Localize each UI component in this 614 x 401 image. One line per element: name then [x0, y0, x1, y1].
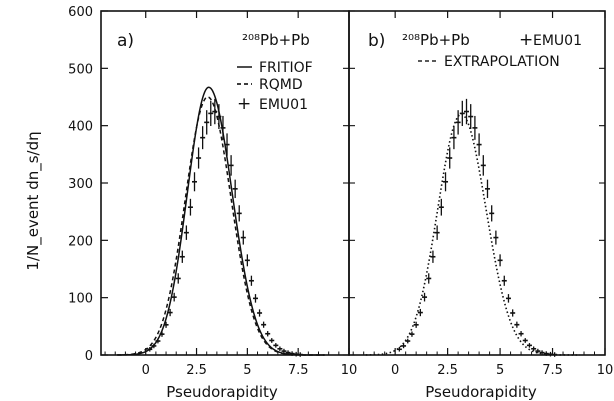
- panel-a-rqmd-line: [117, 96, 325, 356]
- x-axis-label-a: Pseudorapidity: [166, 383, 278, 401]
- panel-a-x-tick-label: 10: [341, 363, 358, 378]
- legend-b-title: ²⁰⁸Pb+Pb: [402, 31, 470, 49]
- panel-a-x-tick-label: 5: [243, 363, 251, 378]
- panel-b-x-tick-label: 10: [597, 363, 614, 378]
- panel-b-label: b): [368, 31, 385, 51]
- legend-a-title: ²⁰⁸Pb+Pb: [242, 31, 310, 49]
- panel-a-y-tick-label: 600: [68, 5, 93, 20]
- panel-b-x-tick-label: 7.5: [542, 363, 563, 378]
- panel-a-y-tick-label: 100: [68, 292, 93, 307]
- panel-a-x-tick-label: 7.5: [288, 363, 309, 378]
- legend-b-extrapolation-label: EXTRAPOLATION: [444, 54, 560, 70]
- panel-b-x-tick-label: 0: [391, 363, 399, 378]
- x-axis-label-b: Pseudorapidity: [425, 383, 537, 401]
- legend-a-fritiof-label: FRITIOF: [259, 60, 313, 76]
- panel-a-y-tick-label: 200: [68, 234, 93, 249]
- panel-a-y-tick-label: 400: [68, 120, 93, 135]
- panel-b-x-tick-label: 2.5: [437, 363, 458, 378]
- panel-a-x-tick-label: 2.5: [186, 363, 207, 378]
- panel-a-y-tick-label: 0: [85, 349, 93, 364]
- panel-b-x-tick-label: 5: [496, 363, 504, 378]
- panel-a-x-tick-label: 0: [142, 363, 150, 378]
- legend-b-emu-label: EMU01: [533, 33, 582, 49]
- legend-a-emu-marker: +: [237, 94, 251, 114]
- panel-a-y-tick-label: 300: [68, 177, 93, 192]
- panel-a-y-tick-label: 500: [68, 62, 93, 77]
- panel-b-plot: 0 2.5 5 7.5 10: [349, 10, 614, 378]
- y-axis-label: 1/N_event dn_s/dη: [24, 131, 43, 270]
- legend-b-emu-marker: +: [519, 30, 533, 50]
- legend-a-rqmd-label: RQMD: [259, 77, 303, 93]
- panel-b-extrapolation-line: [365, 113, 580, 356]
- legend-a-emu-label: EMU01: [259, 97, 308, 113]
- panel-a-label: a): [117, 31, 134, 51]
